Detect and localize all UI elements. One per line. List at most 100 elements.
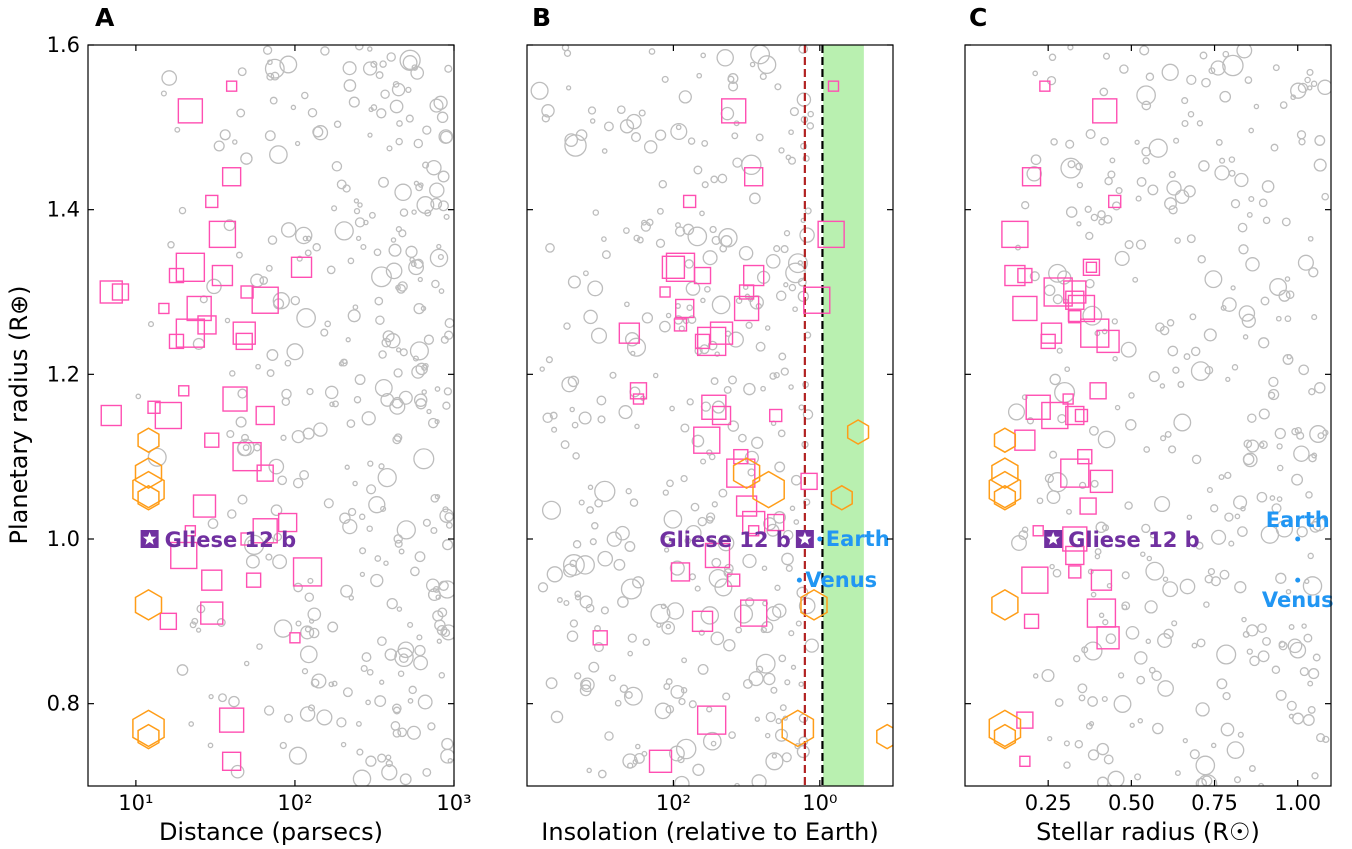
background-planet (626, 113, 642, 130)
background-planet (324, 385, 339, 400)
background-planet (1134, 651, 1148, 665)
square-marker (205, 194, 219, 209)
background-planet (775, 290, 787, 302)
background-planet (1241, 616, 1247, 623)
background-planet (666, 479, 674, 488)
background-planet (1276, 464, 1284, 472)
background-planet (1141, 523, 1151, 534)
background-planet (411, 365, 425, 379)
background-planet (268, 458, 285, 475)
background-planet (714, 351, 720, 357)
gliese-12b-label: Gliese 12 b (659, 528, 791, 552)
y-tick-label: 1.2 (47, 362, 80, 386)
background-planet (1141, 100, 1152, 111)
background-planet (709, 225, 717, 234)
background-planet (438, 672, 446, 679)
square-marker (670, 562, 691, 582)
background-planet (775, 718, 782, 725)
background-planet (762, 600, 769, 607)
background-planet (1307, 705, 1316, 714)
background-planet (288, 746, 307, 765)
background-planet (399, 208, 409, 217)
background-planet (1011, 535, 1027, 551)
background-planet (1114, 250, 1130, 266)
x-axis-label-a: Distance (parsecs) (159, 818, 383, 846)
background-planet (1311, 516, 1327, 532)
background-planet (377, 636, 387, 647)
background-planet (277, 475, 288, 486)
background-planet (348, 96, 360, 108)
background-planet (390, 721, 401, 731)
background-planet (359, 571, 366, 578)
background-planet (1203, 601, 1210, 608)
background-planet (673, 775, 690, 786)
background-planet (718, 228, 738, 248)
background-planet (1269, 495, 1276, 501)
background-planet (207, 742, 214, 749)
background-planet (1162, 581, 1179, 598)
background-planet (1087, 749, 1100, 761)
background-planet (331, 205, 338, 212)
background-planet (353, 207, 361, 215)
background-planet (272, 554, 288, 570)
background-planet (1275, 315, 1282, 322)
background-planet (267, 235, 278, 245)
background-planet (1135, 195, 1142, 202)
background-planet (1179, 578, 1196, 595)
panel-a-letter: A (95, 3, 115, 32)
background-planet (1096, 742, 1110, 756)
background-planet (707, 340, 718, 351)
background-planet (307, 704, 316, 712)
background-planet (630, 132, 642, 143)
background-planet (727, 420, 740, 432)
square-marker (197, 315, 217, 335)
background-planet (324, 320, 332, 328)
background-planet (1237, 526, 1248, 537)
background-planet (296, 255, 303, 262)
background-planet (279, 741, 287, 750)
background-planet (697, 516, 708, 527)
x-tick-label: 0.75 (1191, 791, 1238, 815)
y-tick-label: 1.6 (47, 33, 80, 57)
background-planet (1275, 689, 1287, 701)
square-marker (733, 295, 760, 322)
square-marker (154, 401, 183, 430)
background-planet (633, 752, 645, 764)
background-planet (386, 145, 393, 152)
background-planet (1145, 72, 1155, 82)
background-planet (407, 698, 414, 704)
background-planet (241, 433, 249, 442)
background-planet (378, 350, 387, 359)
background-planet (398, 390, 413, 405)
background-planet (374, 555, 382, 562)
background-planet (430, 197, 443, 210)
background-planet (389, 398, 406, 415)
background-planet (1152, 722, 1164, 735)
background-planet (434, 493, 441, 500)
background-planet (1189, 313, 1197, 321)
hexagon-marker (134, 457, 163, 489)
background-planet (1183, 185, 1196, 198)
plot-area (530, 45, 893, 786)
hexagon-marker (732, 457, 761, 489)
background-planet (1224, 512, 1234, 522)
background-planet (406, 725, 421, 740)
square-marker (240, 285, 254, 299)
background-planet (556, 597, 563, 603)
background-planet (1248, 127, 1255, 134)
background-planet (1317, 79, 1331, 96)
background-planet (654, 702, 672, 720)
background-planet (1098, 612, 1105, 619)
background-planet (763, 517, 777, 531)
background-planet (1186, 74, 1197, 86)
background-planet (232, 139, 238, 145)
square-marker (159, 612, 178, 631)
background-planet (1189, 749, 1200, 760)
background-planet (1063, 740, 1070, 747)
background-planet (796, 586, 809, 599)
background-planet (701, 181, 709, 189)
background-planet (438, 580, 454, 599)
background-planet (313, 422, 328, 437)
background-planet (551, 426, 558, 433)
